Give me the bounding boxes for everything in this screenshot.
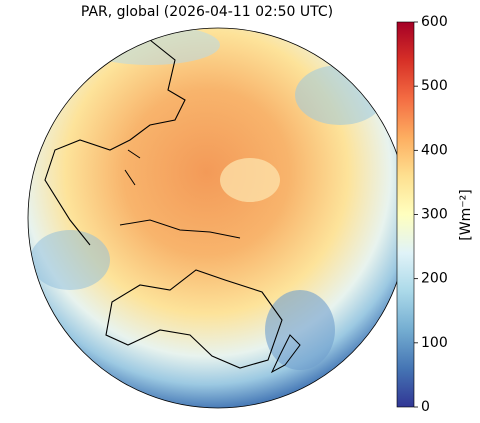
coastline-nz: [270, 334, 301, 374]
cloud-band: [30, 230, 110, 290]
colorbar: [396, 21, 415, 408]
map-title: PAR, global (2026-04-11 02:50 UTC): [81, 4, 333, 20]
colorbar-label: [Wm⁻²]: [458, 189, 474, 240]
colorbar-tick-label: 0: [421, 399, 430, 415]
cloud-band: [265, 290, 335, 370]
colorbar-tick-label: 200: [421, 271, 448, 287]
globe: [28, 28, 408, 408]
colorbar-tick-label: 500: [421, 78, 448, 94]
cloud-band: [80, 28, 220, 65]
coastline-asia: [44, 39, 186, 246]
colorbar-tick-label: 300: [421, 207, 448, 223]
coastline-australia: [105, 269, 283, 369]
colorbar-tick-label: 600: [421, 14, 448, 30]
cloud-band: [295, 65, 385, 125]
colorbar-tick-label: 100: [421, 335, 448, 351]
coastline-islands: [119, 149, 241, 239]
colorbar-tick-label: 400: [421, 142, 448, 158]
cloud-swirl: [220, 158, 280, 202]
